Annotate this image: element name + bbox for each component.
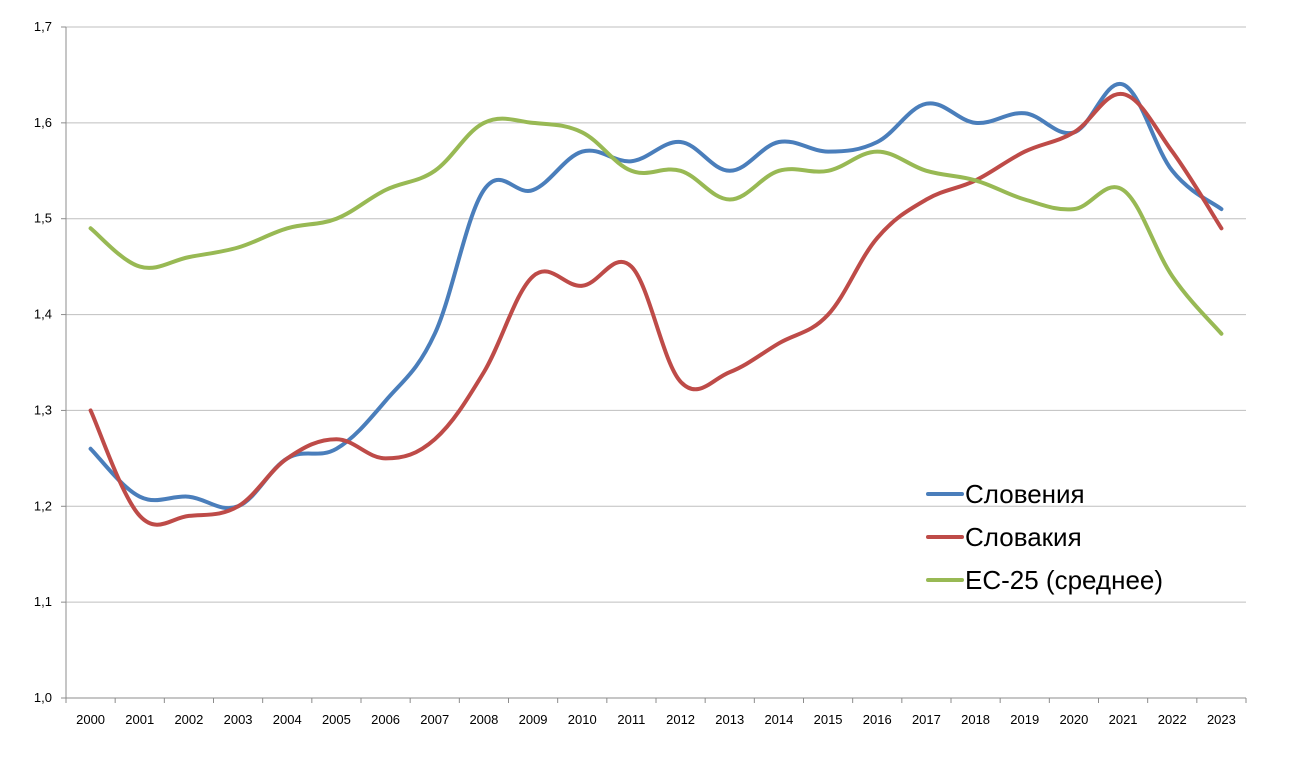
- x-tick-label-2022: 2022: [1158, 712, 1187, 727]
- series-line-slovakia: [88, 92, 1224, 527]
- legend-label-eu25-average: ЕС-25 (среднее): [965, 565, 1163, 595]
- series-lines: [88, 82, 1224, 527]
- y-tick-label: 1,3: [34, 402, 52, 417]
- x-tick-label-2008: 2008: [469, 712, 498, 727]
- x-tick-label-2004: 2004: [273, 712, 302, 727]
- x-tick-label-2007: 2007: [420, 712, 449, 727]
- gridlines: [66, 26, 1246, 603]
- series-line-slovenia: [88, 82, 1224, 510]
- y-tick-label: 1,1: [34, 594, 52, 609]
- x-tick-label-2010: 2010: [568, 712, 597, 727]
- x-tick-label-2003: 2003: [224, 712, 253, 727]
- legend-label-slovakia: Словакия: [965, 522, 1082, 552]
- x-tick-label-2023: 2023: [1207, 712, 1236, 727]
- y-tick-label: 1,0: [34, 690, 52, 705]
- x-tick-label-2021: 2021: [1109, 712, 1138, 727]
- x-tick-label-2005: 2005: [322, 712, 351, 727]
- x-tick-label-2001: 2001: [125, 712, 154, 727]
- x-tick-label-2006: 2006: [371, 712, 400, 727]
- y-tick-label: 1,5: [34, 211, 52, 226]
- series-slovakia: [88, 92, 1224, 527]
- series-line-eu25-average: [88, 116, 1224, 336]
- x-tick-label-2012: 2012: [666, 712, 695, 727]
- legend: Словения Словакия ЕС-25 (среднее): [926, 479, 1163, 595]
- y-tick-label: 1,2: [34, 498, 52, 513]
- x-tick-label-2009: 2009: [519, 712, 548, 727]
- y-tick-labels: 1,0 1,1 1,2 1,3 1,4 1,5 1,6 1,7: [34, 19, 52, 705]
- series-eu25-average: [88, 116, 1224, 336]
- x-tick-label-2018: 2018: [961, 712, 990, 727]
- x-tick-label-2015: 2015: [814, 712, 843, 727]
- x-tick-label-2000: 2000: [76, 712, 105, 727]
- y-tick-label: 1,6: [34, 115, 52, 130]
- series-slovenia: [88, 82, 1224, 510]
- x-tick-label-2020: 2020: [1059, 712, 1088, 727]
- x-tick-label-2017: 2017: [912, 712, 941, 727]
- y-tick-label: 1,4: [34, 307, 52, 322]
- legend-label-slovenia: Словения: [965, 479, 1085, 509]
- x-tick-label-2011: 2011: [617, 712, 645, 727]
- x-tick-label-2016: 2016: [863, 712, 892, 727]
- x-tick-label-2019: 2019: [1010, 712, 1039, 727]
- axes: [61, 26, 1247, 703]
- y-tick-label: 1,7: [34, 19, 52, 34]
- x-tick-label-2002: 2002: [174, 712, 203, 727]
- x-tick-labels: 2000 2001 2002 2003 2004 2005 2006 2007 2008 2009…: [76, 712, 1236, 727]
- x-tick-label-2013: 2013: [715, 712, 744, 727]
- x-tick-label-2014: 2014: [764, 712, 793, 727]
